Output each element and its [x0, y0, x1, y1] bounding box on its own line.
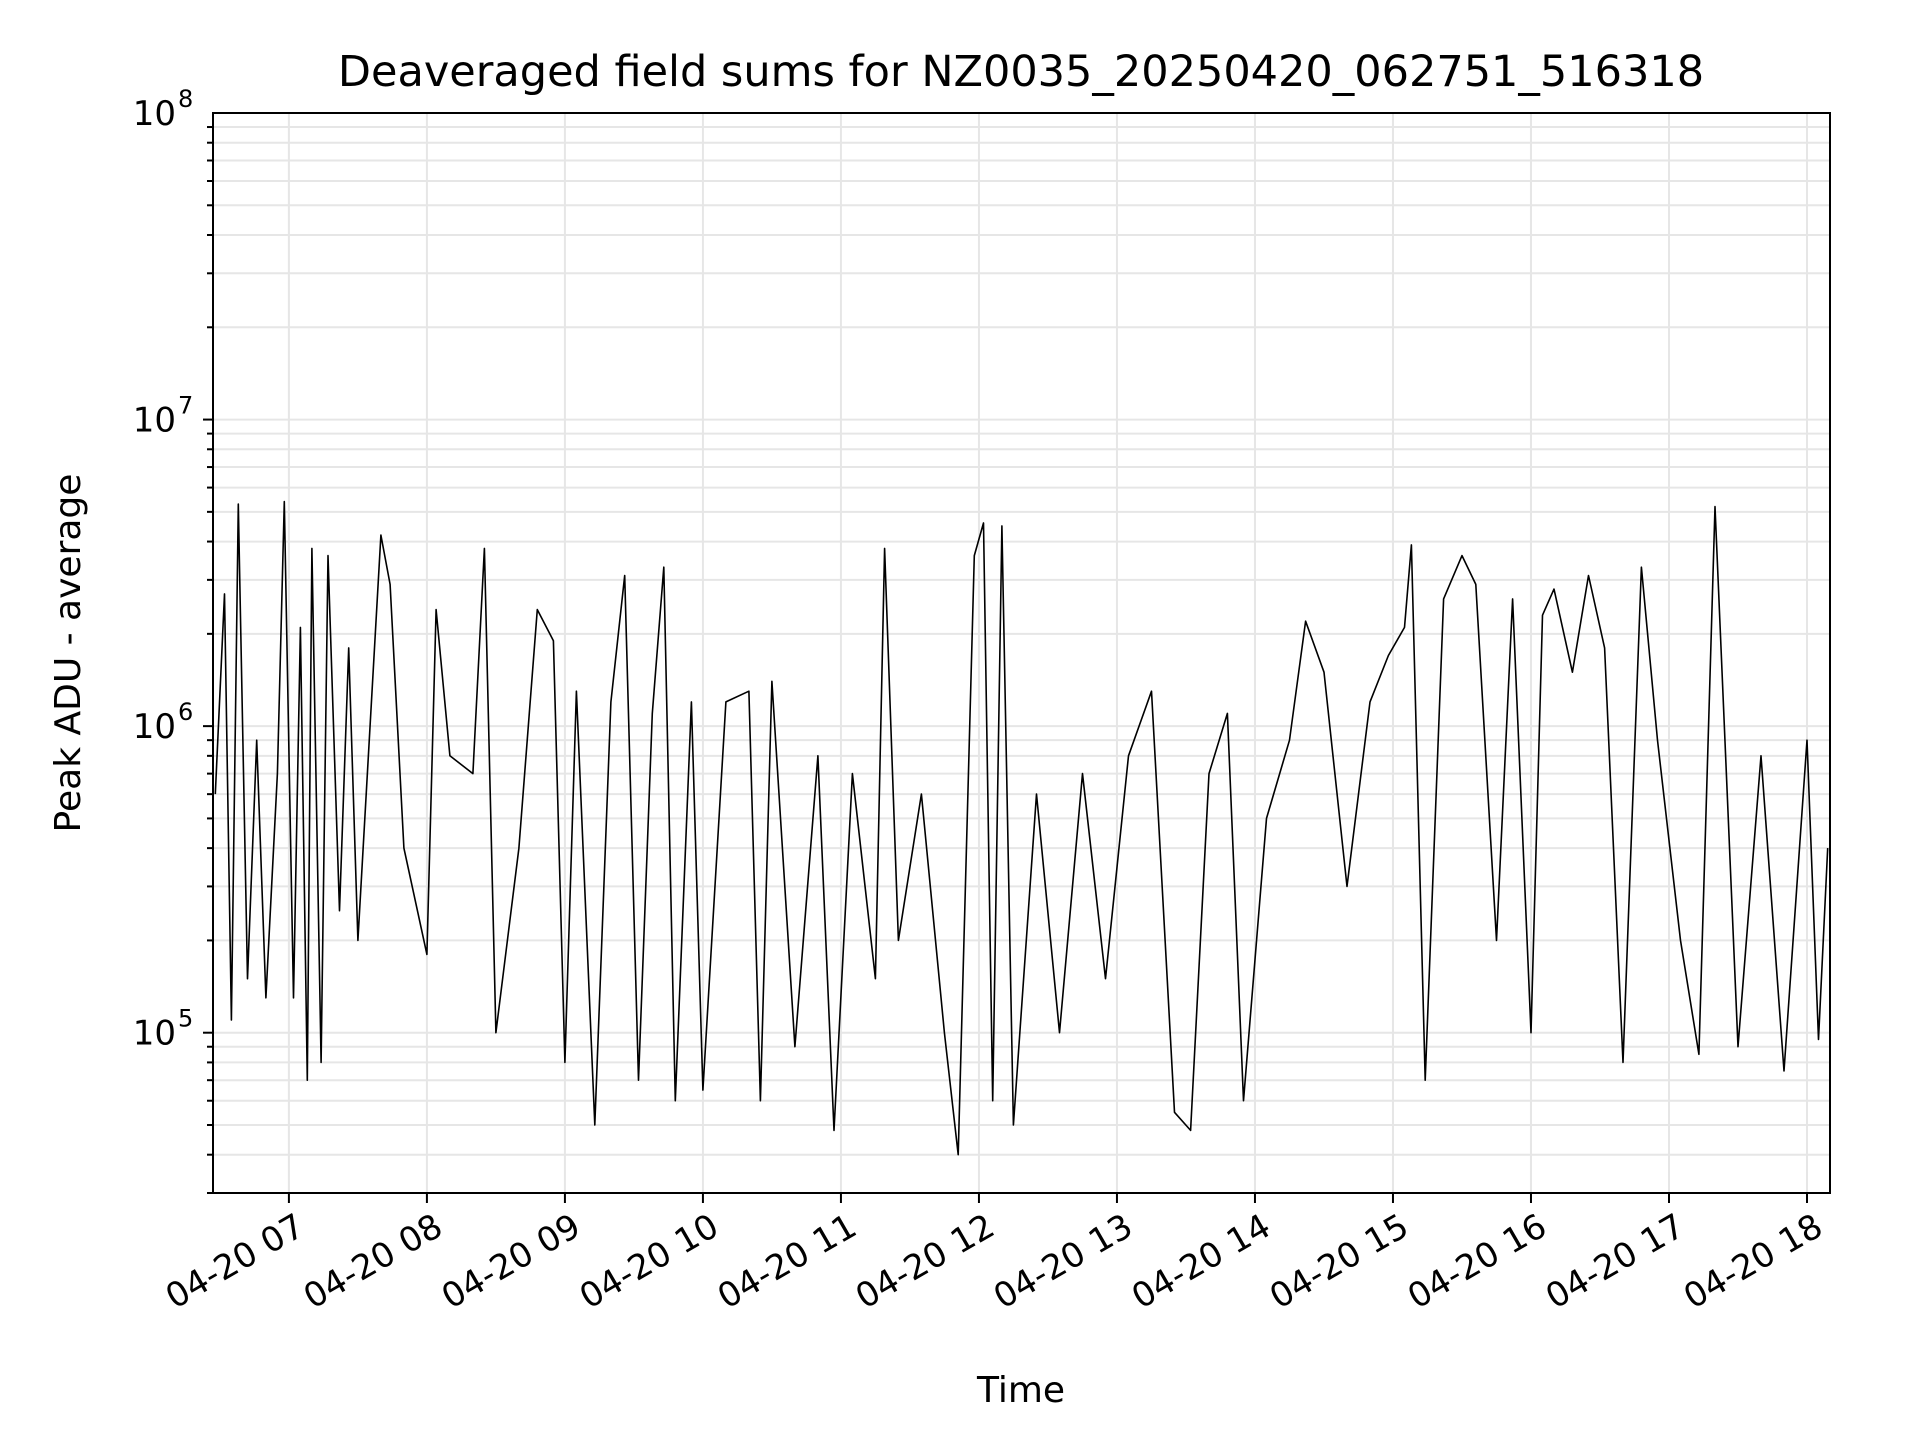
y-tick-label-base: 10: [133, 94, 176, 134]
chart-title: Deaveraged field sums for NZ0035_2025042…: [338, 47, 1704, 97]
series-line-0: [214, 500, 1829, 1156]
grid: [213, 113, 1830, 1194]
y-tick-label-exponent: 5: [178, 1005, 193, 1033]
y-tick-label-base: 10: [133, 707, 176, 747]
y-tick-label-exponent: 7: [178, 392, 193, 420]
y-axis-label: Peak ADU - average: [48, 474, 89, 833]
y-tick-label: 10 8: [133, 85, 194, 134]
y-tick-label-base: 10: [133, 1014, 176, 1054]
y-tick-label-exponent: 8: [178, 85, 193, 113]
y-tick-label: 10 6: [133, 698, 194, 747]
y-tick-label: 10 5: [133, 1005, 194, 1054]
y-tick-label: 10 7: [133, 392, 194, 441]
plot-frame: [212, 112, 1831, 1194]
series-layer: [214, 500, 1829, 1156]
x-axis-label: Time: [976, 1370, 1065, 1411]
y-tick-label-exponent: 6: [178, 698, 193, 726]
y-tick-label-base: 10: [133, 401, 176, 441]
